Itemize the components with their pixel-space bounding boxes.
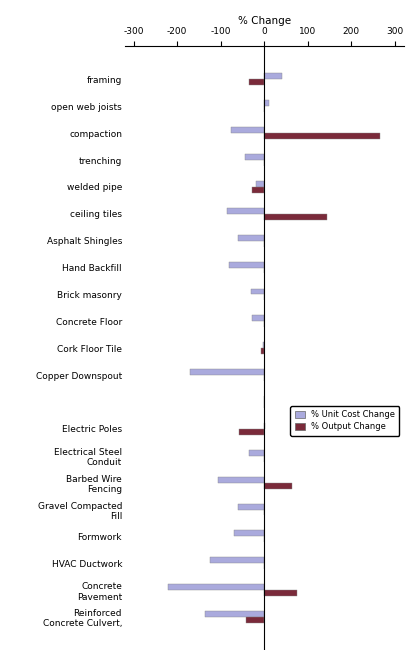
X-axis label: % Change: % Change [238, 16, 291, 26]
Legend: % Unit Cost Change, % Output Change: % Unit Cost Change, % Output Change [290, 406, 399, 436]
Bar [252, 187, 264, 193]
Bar [227, 208, 264, 214]
Bar [261, 348, 264, 354]
Bar [264, 214, 327, 219]
Bar [210, 557, 264, 563]
Bar [264, 101, 270, 106]
Bar [239, 429, 264, 435]
Bar [206, 611, 264, 617]
Bar [218, 477, 264, 483]
Bar [264, 483, 292, 489]
Bar [251, 288, 264, 294]
Bar [252, 315, 264, 321]
Bar [256, 181, 264, 187]
Bar [238, 504, 264, 510]
Bar [238, 235, 264, 240]
Bar [190, 369, 264, 375]
Bar [249, 450, 264, 456]
Bar [264, 590, 297, 596]
Bar [264, 423, 265, 429]
Bar [264, 74, 282, 79]
Bar [246, 617, 264, 623]
Bar [234, 530, 264, 536]
Bar [249, 79, 264, 85]
Bar [263, 342, 264, 348]
Bar [231, 127, 264, 133]
Bar [245, 154, 264, 160]
Bar [229, 261, 264, 267]
Bar [168, 584, 264, 590]
Bar [264, 133, 379, 139]
